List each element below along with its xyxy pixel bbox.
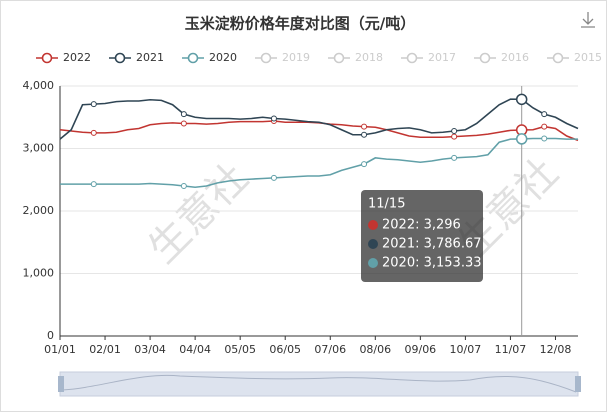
point bbox=[180, 183, 187, 189]
highlight-point bbox=[515, 133, 528, 145]
zoom-handle[interactable] bbox=[58, 376, 64, 392]
legend-symbol bbox=[187, 52, 199, 64]
legend-label: 2016 bbox=[501, 51, 529, 64]
x-tick-label: 07/06 bbox=[314, 343, 346, 356]
legend-symbol bbox=[41, 52, 53, 64]
tooltip-swatch bbox=[368, 258, 378, 268]
point bbox=[451, 133, 458, 140]
x-tick-label: 01/01 bbox=[44, 343, 76, 356]
point bbox=[361, 123, 368, 130]
point bbox=[541, 135, 548, 142]
legend-item-inactive[interactable]: 2018 bbox=[328, 51, 383, 64]
legend-item-inactive[interactable]: 2016 bbox=[474, 51, 529, 64]
tooltip-item: 2020: 3,153.33 bbox=[382, 256, 482, 271]
x-tick-label: 05/05 bbox=[224, 343, 256, 356]
zoom-handle[interactable] bbox=[575, 376, 581, 392]
point bbox=[270, 174, 277, 181]
tooltip: 11/15 2022: 3,296 2021: 3,786.67 2020: 3,15… bbox=[361, 190, 483, 282]
x-tick-label: 06/05 bbox=[269, 343, 301, 356]
series-line bbox=[60, 137, 578, 189]
x-tick-label: 02/01 bbox=[89, 343, 121, 356]
point bbox=[361, 131, 368, 138]
legend-symbol bbox=[333, 52, 345, 64]
download-glyph bbox=[581, 12, 595, 28]
zoom-track bbox=[59, 371, 579, 397]
legend-item-inactive[interactable]: 2015 bbox=[547, 51, 602, 64]
legend-item[interactable]: 2022 bbox=[36, 51, 91, 64]
x-tick-label: 09/06 bbox=[404, 343, 436, 356]
point bbox=[90, 101, 97, 108]
point bbox=[541, 123, 548, 130]
tooltip-box bbox=[361, 190, 483, 282]
legend-symbol bbox=[406, 52, 418, 64]
tooltip-item: 2022: 3,296 bbox=[382, 218, 461, 233]
point bbox=[541, 111, 548, 118]
legend-item-inactive[interactable]: 2017 bbox=[401, 51, 456, 64]
y-tick-label: 3,000 bbox=[23, 142, 55, 155]
series-line bbox=[59, 98, 579, 140]
legend-label: 2020 bbox=[209, 51, 237, 64]
point bbox=[451, 154, 458, 161]
point bbox=[90, 129, 97, 136]
point bbox=[451, 128, 458, 134]
legend-label: 2018 bbox=[355, 51, 383, 64]
y-tick-label: 2,000 bbox=[23, 204, 55, 217]
point bbox=[90, 181, 97, 188]
legend-label: 2015 bbox=[574, 51, 602, 64]
legend-label: 2017 bbox=[428, 51, 456, 64]
tooltip-item: 2021: 3,786.67 bbox=[382, 237, 482, 252]
tooltip-swatch bbox=[368, 220, 378, 230]
legend-item-inactive[interactable]: 2019 bbox=[255, 51, 310, 64]
download-icon[interactable] bbox=[581, 12, 595, 28]
legend-symbol bbox=[552, 52, 564, 64]
highlight-point bbox=[515, 93, 528, 106]
x-tick-label: 03/04 bbox=[134, 343, 166, 356]
y-tick-label: 0 bbox=[47, 329, 54, 342]
point bbox=[270, 115, 277, 122]
tooltip-swatch bbox=[368, 239, 378, 249]
point bbox=[361, 161, 368, 168]
legend-item[interactable]: 2020 bbox=[182, 51, 237, 64]
chart-title: 玉米淀粉价格年度对比图（元/吨） bbox=[185, 15, 415, 33]
legend-symbol bbox=[114, 52, 126, 64]
y-tick-label: 4,000 bbox=[23, 79, 55, 92]
x-tick-label: 12/08 bbox=[540, 343, 572, 356]
legend-symbol bbox=[260, 52, 272, 64]
x-tick-label: 10/07 bbox=[450, 343, 482, 356]
legend-label: 2019 bbox=[282, 51, 310, 64]
x-tick-label: 08/06 bbox=[359, 343, 391, 356]
y-tick-label: 1,000 bbox=[23, 267, 55, 280]
legend-item[interactable]: 2021 bbox=[109, 51, 164, 64]
legend-label: 2022 bbox=[63, 51, 91, 64]
zoom-shadow bbox=[61, 374, 577, 393]
data-zoom[interactable] bbox=[58, 371, 581, 397]
x-tick-label: 04/04 bbox=[179, 343, 211, 356]
legend-symbol bbox=[479, 52, 491, 64]
point bbox=[180, 111, 187, 118]
x-tick-label: 11/07 bbox=[495, 343, 527, 356]
legend-label: 2021 bbox=[136, 51, 164, 64]
tooltip-title: 11/15 bbox=[368, 197, 405, 212]
point bbox=[180, 120, 187, 127]
